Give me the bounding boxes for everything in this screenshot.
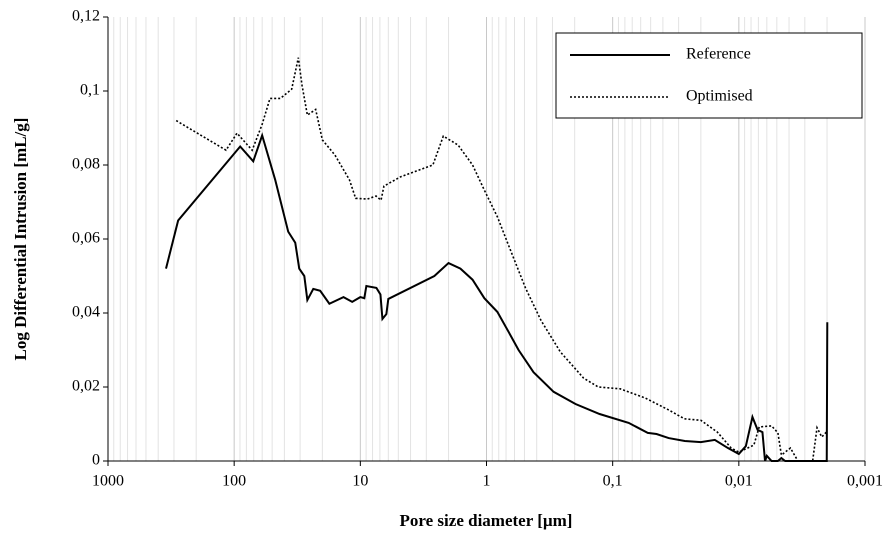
x-axis-title: Pore size diameter [µm]: [400, 511, 573, 530]
y-tick-label: 0,08: [72, 156, 100, 173]
legend-box: [555, 32, 863, 119]
y-tick-label: 0,1: [80, 82, 100, 99]
series-line: [165, 132, 829, 462]
x-tick-label: 0,001: [847, 473, 883, 490]
series-line: [175, 57, 828, 462]
legend-label: Optimised: [686, 88, 753, 105]
y-tick-label: 0,04: [72, 304, 100, 321]
y-tick-label: 0: [92, 452, 100, 469]
x-tick-label: 10: [352, 473, 368, 490]
y-tick-label: 0,12: [72, 8, 100, 25]
y-tick-label: 0,06: [72, 230, 100, 247]
x-tick-label: 100: [222, 473, 246, 490]
legend-label: Reference: [686, 46, 751, 63]
x-tick-label: 0,1: [603, 473, 623, 490]
x-tick-label: 1: [483, 473, 491, 490]
y-tick-label: 0,02: [72, 378, 100, 395]
x-tick-label: 0,01: [725, 473, 753, 490]
x-tick-label: 1000: [92, 473, 124, 490]
y-axis-title: Log Differential Intrusion [mL/g]: [11, 118, 30, 361]
